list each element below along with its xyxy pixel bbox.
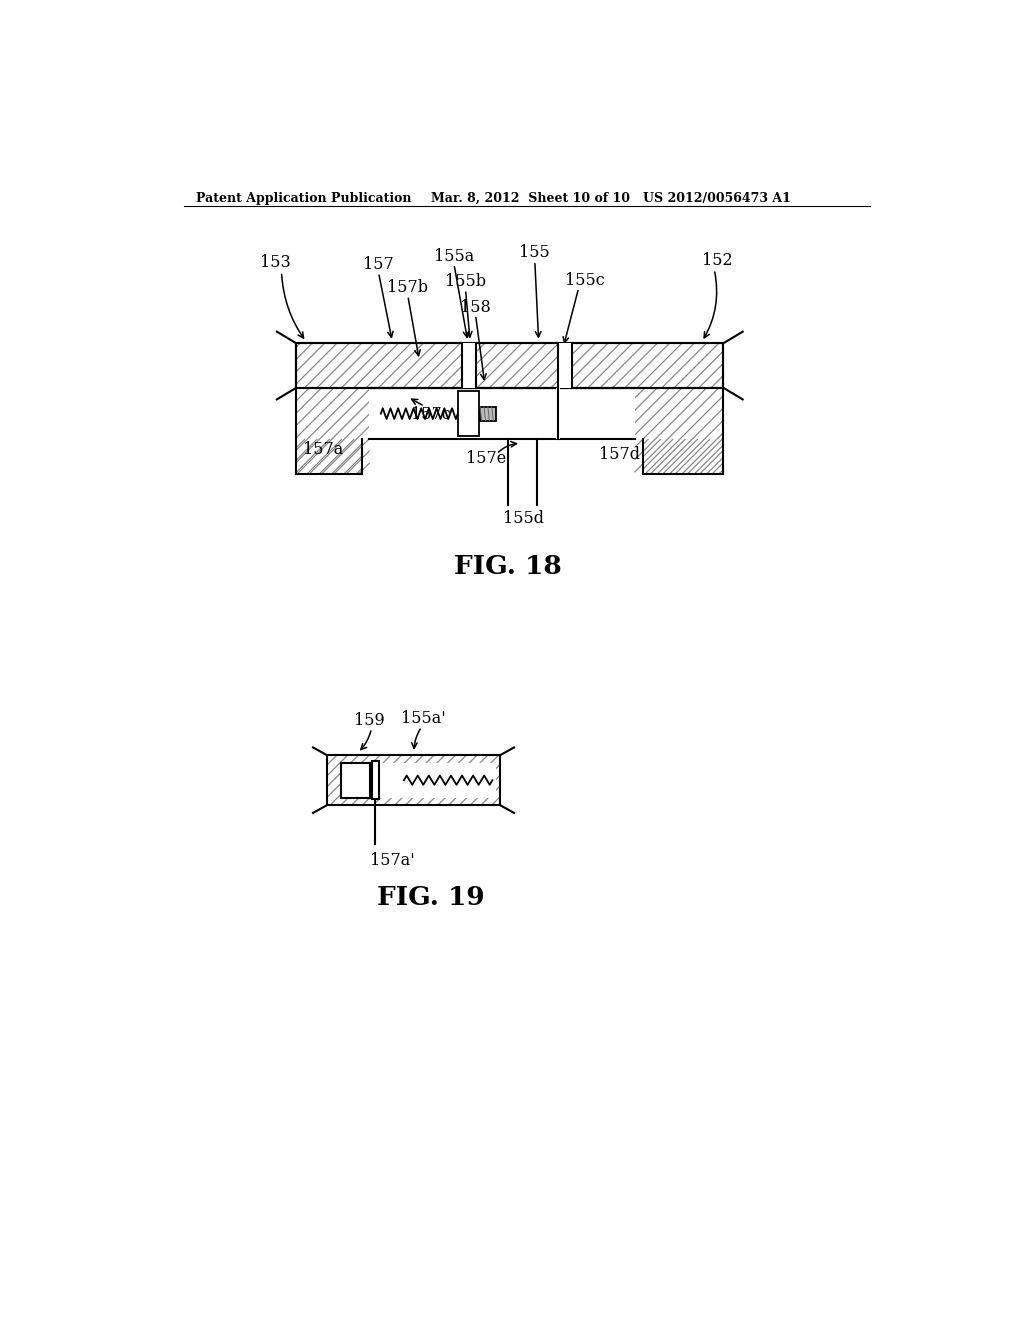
Text: 157: 157 [364,256,394,273]
Text: 155d: 155d [503,511,544,527]
Text: 157d: 157d [599,446,640,463]
Text: 157b: 157b [387,280,428,296]
Text: 159: 159 [354,711,385,729]
Text: Mar. 8, 2012  Sheet 10 of 10: Mar. 8, 2012 Sheet 10 of 10 [431,191,630,205]
Bar [372,762,379,799]
Text: 155a': 155a' [400,710,445,727]
Text: 155b: 155b [445,273,486,290]
Text: 155: 155 [519,244,550,261]
Bar [370,388,635,440]
Bar [556,388,560,440]
Bar [296,343,724,388]
Bar [327,755,500,805]
Text: US 2012/0056473 A1: US 2012/0056473 A1 [643,191,791,205]
Text: FIG. 19: FIG. 19 [377,886,484,909]
Text: 157a: 157a [303,441,343,458]
Text: 153: 153 [260,253,291,271]
Text: 152: 152 [702,252,732,268]
Text: 158: 158 [460,298,490,315]
Bar [558,343,571,388]
Text: 157a': 157a' [370,853,415,869]
Bar [296,343,724,388]
Text: 155c: 155c [565,272,605,289]
Bar [341,763,497,797]
Text: 157e: 157e [466,450,507,467]
Bar [462,343,475,388]
Text: 155a: 155a [434,248,474,265]
Bar [480,407,496,421]
Text: 157c: 157c [411,405,451,422]
Bar [458,391,479,437]
Text: FIG. 18: FIG. 18 [454,554,562,579]
Text: Patent Application Publication: Patent Application Publication [196,191,412,205]
